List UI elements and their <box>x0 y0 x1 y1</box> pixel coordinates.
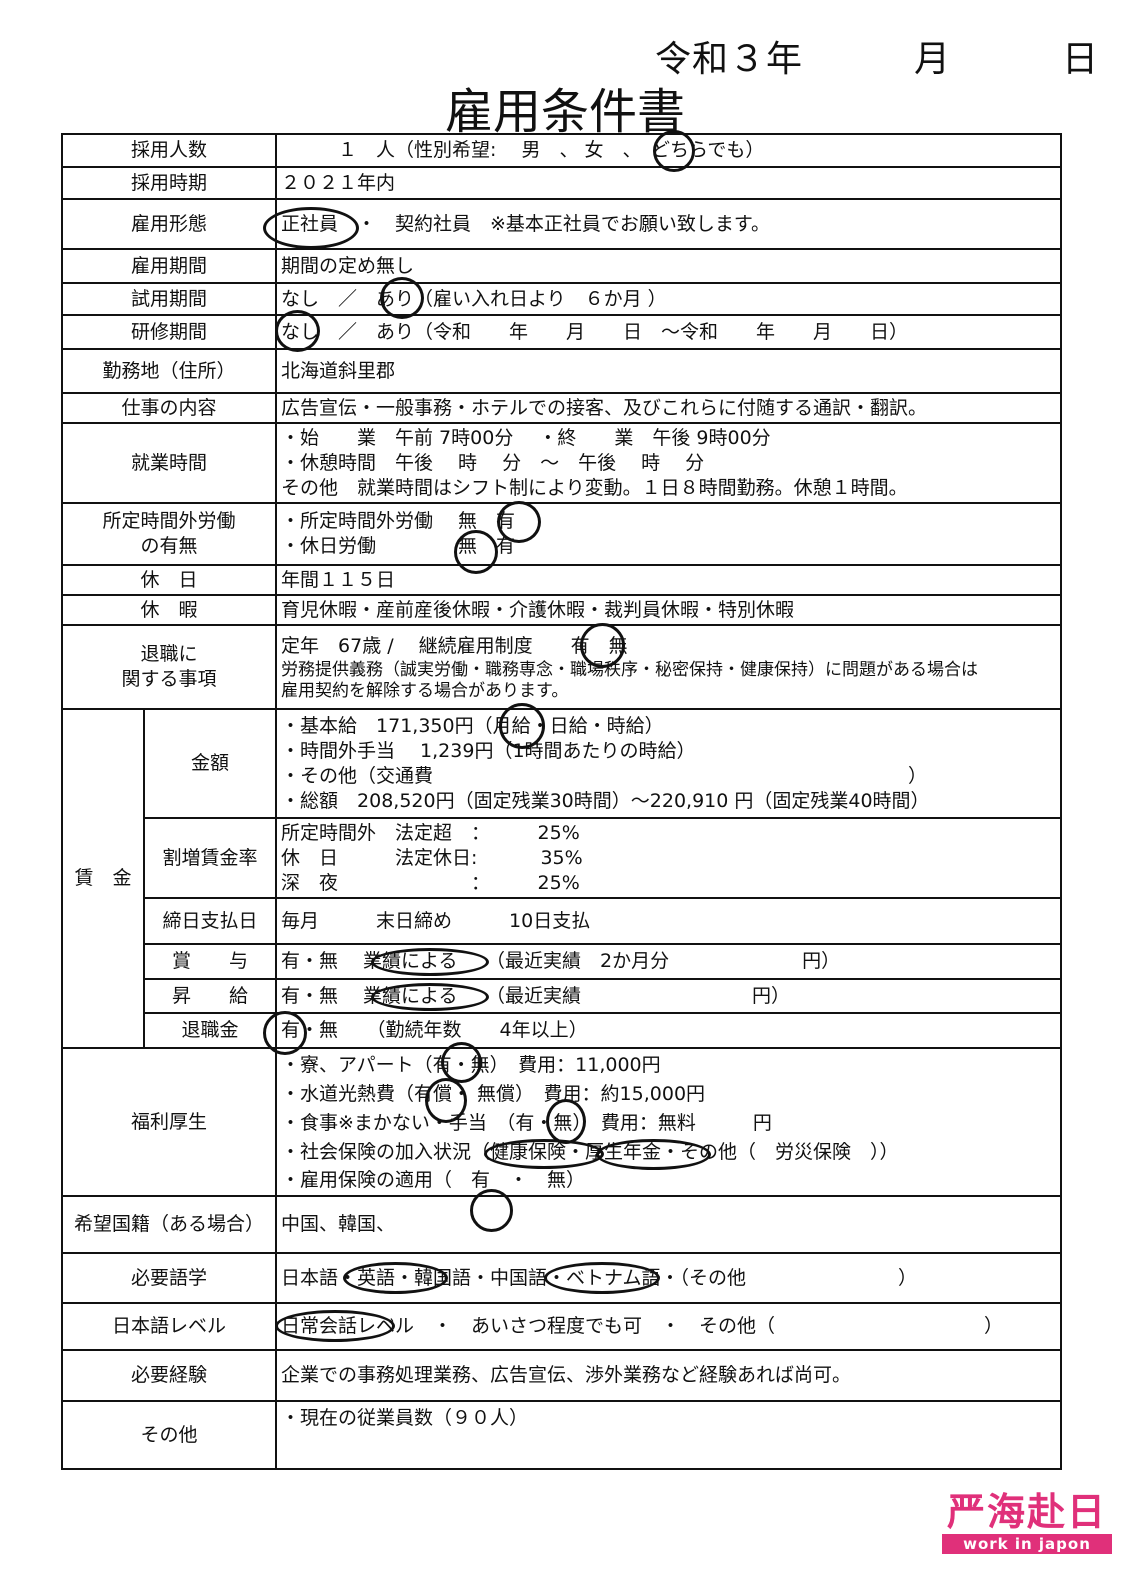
row-holidays: 休 日年間１１５日 <box>60 564 1062 596</box>
watermark-logo: 严海赴日 work in japon <box>942 1490 1112 1554</box>
wage-label: 賃 金 <box>61 708 145 1049</box>
row-welfare: 福利厚生 ・寮、アパート（有・無） 費用：11,000円 ・水道光熱費（有償・ 無償… <box>60 1047 1062 1197</box>
document-date: 令和３年 月 日 <box>655 39 1100 80</box>
row-wage-amount: 賃 金金額 ・基本給 171,350円（月給・日給・時給） ・時間外手当 1,239… <box>61 708 1062 1049</box>
row-other: その他 ・現在の従業員数（９０人） <box>60 1400 1062 1470</box>
conditions-table: 採用人数 １ 人（性別希望: 男 、 女 、 どちらでも） 採用時期 ２０２１年内… <box>60 133 1062 1470</box>
circle-mark-chinese <box>544 1262 660 1294</box>
row-workplace: 勤務地（住所） 北海道斜里郡 <box>60 348 1062 394</box>
row-employment-type: 雇用形態 正社員 ・ 契約社員 ※基本正社員でお願い致します。 <box>60 198 1062 250</box>
circle-mark-pension <box>596 1139 711 1170</box>
circle-mark-english <box>343 1262 448 1294</box>
document-title: 雇用条件書 <box>444 84 685 140</box>
row-headcount: 採用人数 １ 人（性別希望: 男 、 女 、 どちらでも） <box>60 133 1062 168</box>
circle-mark-employment-insurance <box>470 1189 513 1232</box>
circle-mark-female <box>653 130 695 172</box>
circle-mark-continued-employment-yes <box>580 623 625 668</box>
row-working-hours: 就業時間 ・始 業 午前 7時00分 ・終 業 午後 9時00分 ・休憩時間 午後 … <box>60 422 1062 504</box>
row-employment-period: 雇用期間 期間の定め無し <box>60 248 1062 284</box>
row-job-description: 仕事の内容 広告宣伝・一般事務・ホテルでの接客、及びこれらに付随する通訳・翻訳。 <box>60 392 1062 424</box>
row-payday: 締日支払日 毎月 末日締め 10日支払 <box>62 897 1062 945</box>
circle-mark-utilities-paid <box>425 1078 467 1123</box>
row-start-period: 採用時期 ２０２１年内 <box>60 166 1062 200</box>
row-nationality: 希望国籍（ある場合） 中国、韓国、 <box>60 1195 1062 1254</box>
circle-mark-fulltime <box>263 207 359 249</box>
row-overtime: 所定時間外労働 の有無 ・所定時間外労働 無 有・休日労働 無 有 <box>60 502 1062 566</box>
row-trial-period: 試用期間 なし ／ あり（雇い入れ日より ６か月 ） <box>60 282 1062 316</box>
row-retirement: 退職に 関する事項 定年 67歳 / 継続雇用制度 有 無労務提供義務（誠実労働・職… <box>60 624 1062 710</box>
circle-mark-bonus-performance <box>371 948 489 976</box>
row-bonus: 賞 与有・無 業績による （最近実績 2か月分 円） <box>62 943 1062 980</box>
circle-mark-retirement-allowance-yes <box>263 1011 307 1055</box>
circle-mark-training-none <box>275 310 320 352</box>
circle-mark-trial-yes <box>380 277 424 319</box>
row-training-period: 研修期間 なし ／ あり（令和 年 月 日 ～令和 年 月 日） <box>60 314 1062 350</box>
circle-mark-monthly-salary <box>499 703 545 749</box>
circle-mark-raise-performance <box>371 983 489 1011</box>
circle-mark-health-insurance <box>484 1139 604 1169</box>
row-experience: 必要経験 企業での事務処理業務、広告宣伝、渉外業務など経験あれば尚可。 <box>60 1349 1062 1402</box>
circle-mark-dorm-yes <box>441 1042 482 1083</box>
row-japanese-level: 日本語レベル 日常会話レベル ・ あいさつ程度でも可 ・ その他（ ） <box>60 1302 1062 1351</box>
row-retirement-allowance: 退職金 有・無 （勤続年数 4年以上） <box>62 1012 1062 1049</box>
row-raise: 昇 給有・無 業績による （最近実績 円） <box>62 978 1062 1014</box>
circle-mark-daily-conversation <box>275 1310 395 1342</box>
circle-mark-overtime-yes <box>497 501 541 543</box>
row-premium-rate: 割増賃金率 所定時間外 法定超 ： 25% 休 日 法定休日: 35% 深 夜 ： 2… <box>62 817 1062 899</box>
watermark-subtext: work in japon <box>942 1534 1112 1554</box>
circle-mark-meal-yes <box>546 1099 586 1144</box>
watermark-text: 严海赴日 <box>946 1490 1107 1534</box>
circle-mark-holiday-work-no <box>454 530 498 574</box>
row-leave: 休 暇育児休暇・産前産後休暇・介護休暇・裁判員休暇・特別休暇 <box>60 594 1062 626</box>
